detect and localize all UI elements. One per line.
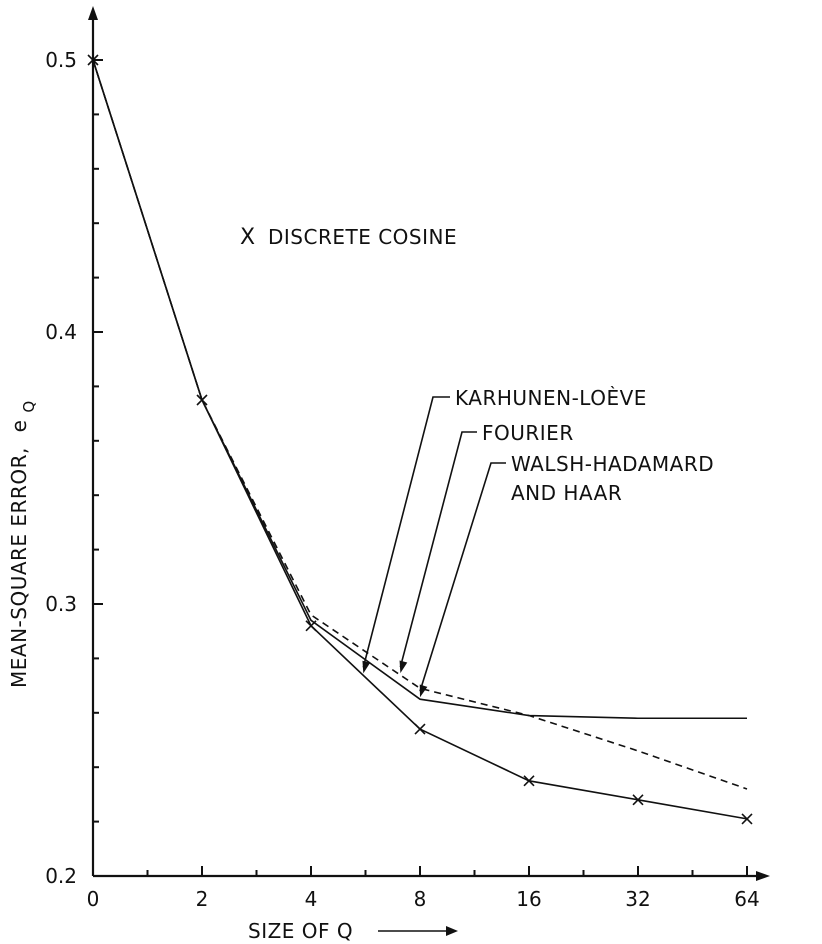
- y-axis-title-text: MEAN-SQUARE ERROR,: [7, 447, 31, 688]
- y-axis-title-subscript: Q: [20, 400, 38, 412]
- y-tick-label: 0.3: [45, 592, 77, 616]
- marker-discrete-cosine: [523, 775, 535, 787]
- label-pointers: [362, 396, 506, 698]
- marker-discrete-cosine: [87, 54, 99, 66]
- ticks: 0 2 4 8 16 32 64 0.2 0.3 0.4 0.5: [45, 48, 760, 911]
- y-tick-label: 0.5: [45, 48, 77, 72]
- svg-text:MEAN-SQUARE ERROR, e: MEAN-SQUARE ERROR, e Q: [7, 400, 38, 688]
- legend-label-discrete-cosine: DISCRETE COSINE: [268, 225, 457, 249]
- pointer-karhunen-loeve: [362, 396, 450, 674]
- series-line-karhunen-loeve: [92, 59, 748, 820]
- x-tick-label: 16: [516, 887, 541, 911]
- pointer-walsh-hadamard: [419, 462, 506, 698]
- y-tick-label: 0.2: [45, 864, 77, 888]
- marker-discrete-cosine: [741, 813, 753, 825]
- y-axis-title: MEAN-SQUARE ERROR, e Q: [7, 400, 38, 688]
- marker-layer: [87, 54, 753, 825]
- marker-discrete-cosine: [196, 394, 208, 406]
- axes: [88, 6, 770, 881]
- x-tick-label: 2: [196, 887, 209, 911]
- pointer-fourier: [399, 431, 477, 674]
- y-axis-arrowhead: [88, 6, 98, 20]
- legend-marker-symbol: X: [240, 225, 256, 250]
- series-line-fourier: [92, 59, 748, 790]
- label-fourier: FOURIER: [482, 421, 574, 445]
- x-axis-arrowhead: [756, 871, 770, 881]
- x-tick-label: 4: [305, 887, 318, 911]
- x-axis-title-arrow: [378, 926, 458, 936]
- marker-discrete-cosine: [305, 620, 317, 632]
- label-karhunen-loeve: KARHUNEN-LOÈVE: [455, 386, 647, 410]
- x-tick-label: 32: [625, 887, 650, 911]
- x-tick-label: 64: [734, 887, 759, 911]
- y-axis-title-symbol: e: [7, 420, 31, 433]
- x-tick-label: 8: [414, 887, 427, 911]
- x-tick-label: 0: [87, 887, 100, 911]
- marker-discrete-cosine: [632, 794, 644, 806]
- series-layer: [92, 59, 748, 820]
- label-walsh-hadamard-line2: AND HAAR: [511, 481, 622, 505]
- marker-discrete-cosine: [414, 723, 426, 735]
- series-line-walsh-hadamard-haar: [92, 59, 747, 720]
- label-walsh-hadamard-line1: WALSH-HADAMARD: [511, 452, 714, 476]
- x-axis-title: SIZE OF Q: [248, 919, 353, 943]
- y-tick-label: 0.4: [45, 320, 77, 344]
